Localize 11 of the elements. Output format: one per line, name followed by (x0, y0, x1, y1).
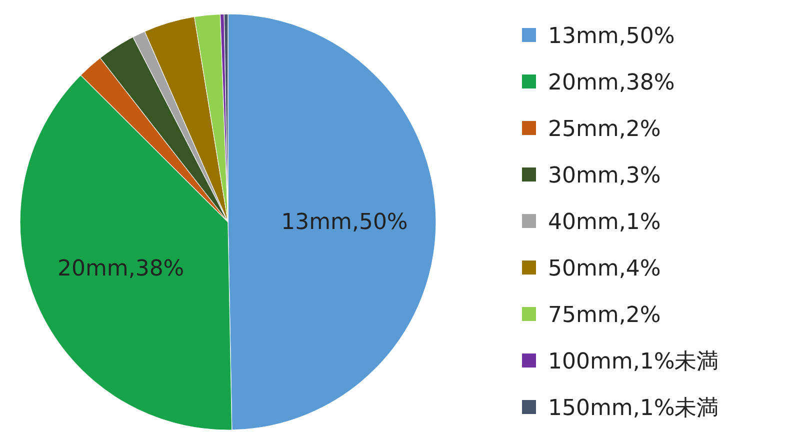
legend-label: 20mm,38% (548, 70, 675, 96)
legend-label: 75mm,2% (548, 303, 661, 328)
legend-label: 30mm,3% (548, 164, 661, 188)
legend-label: 50mm,4% (548, 256, 661, 282)
data-label: 20mm,38% (57, 256, 184, 282)
legend-label: 13mm,50% (548, 24, 675, 49)
legend-label: 25mm,2% (548, 117, 661, 142)
legend-label: 150mm,1%未満 (548, 396, 719, 421)
legend-label: 40mm,1% (548, 210, 661, 235)
data-label: 13mm,50% (281, 210, 408, 235)
legend-label: 100mm,1%未満 (548, 350, 719, 374)
